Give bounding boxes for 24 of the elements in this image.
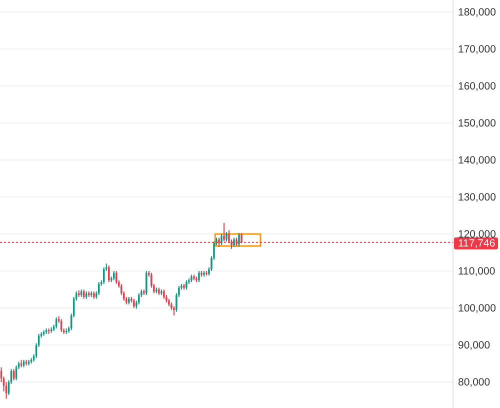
y-tick-label: 80,000 — [458, 376, 490, 389]
y-tick-label: 150,000 — [458, 117, 496, 130]
y-tick-label: 130,000 — [458, 191, 496, 204]
candlestick — [233, 237, 235, 248]
y-tick-label: 140,000 — [458, 154, 496, 166]
candlestick — [186, 280, 188, 290]
y-tick-label: 120,000 — [458, 228, 496, 240]
candlestick — [238, 232, 240, 248]
y-tick-label: 100,000 — [458, 302, 496, 315]
candlestick — [116, 270, 118, 284]
candlestick — [220, 233, 222, 246]
candlestick — [133, 298, 135, 309]
y-tick-label: 160,000 — [458, 80, 496, 92]
candlestick — [138, 292, 140, 305]
candlestick — [198, 270, 200, 283]
candlestick — [113, 270, 115, 281]
candlestick — [163, 289, 165, 300]
y-tick-label: 90,000 — [458, 340, 490, 352]
y-tick-label: 180,000 — [458, 6, 496, 18]
candlestick — [173, 306, 175, 316]
candlestick — [226, 232, 228, 242]
y-tick-label: 170,000 — [458, 43, 496, 56]
candlestick — [146, 270, 148, 296]
y-tick-label: 110,000 — [458, 266, 496, 278]
